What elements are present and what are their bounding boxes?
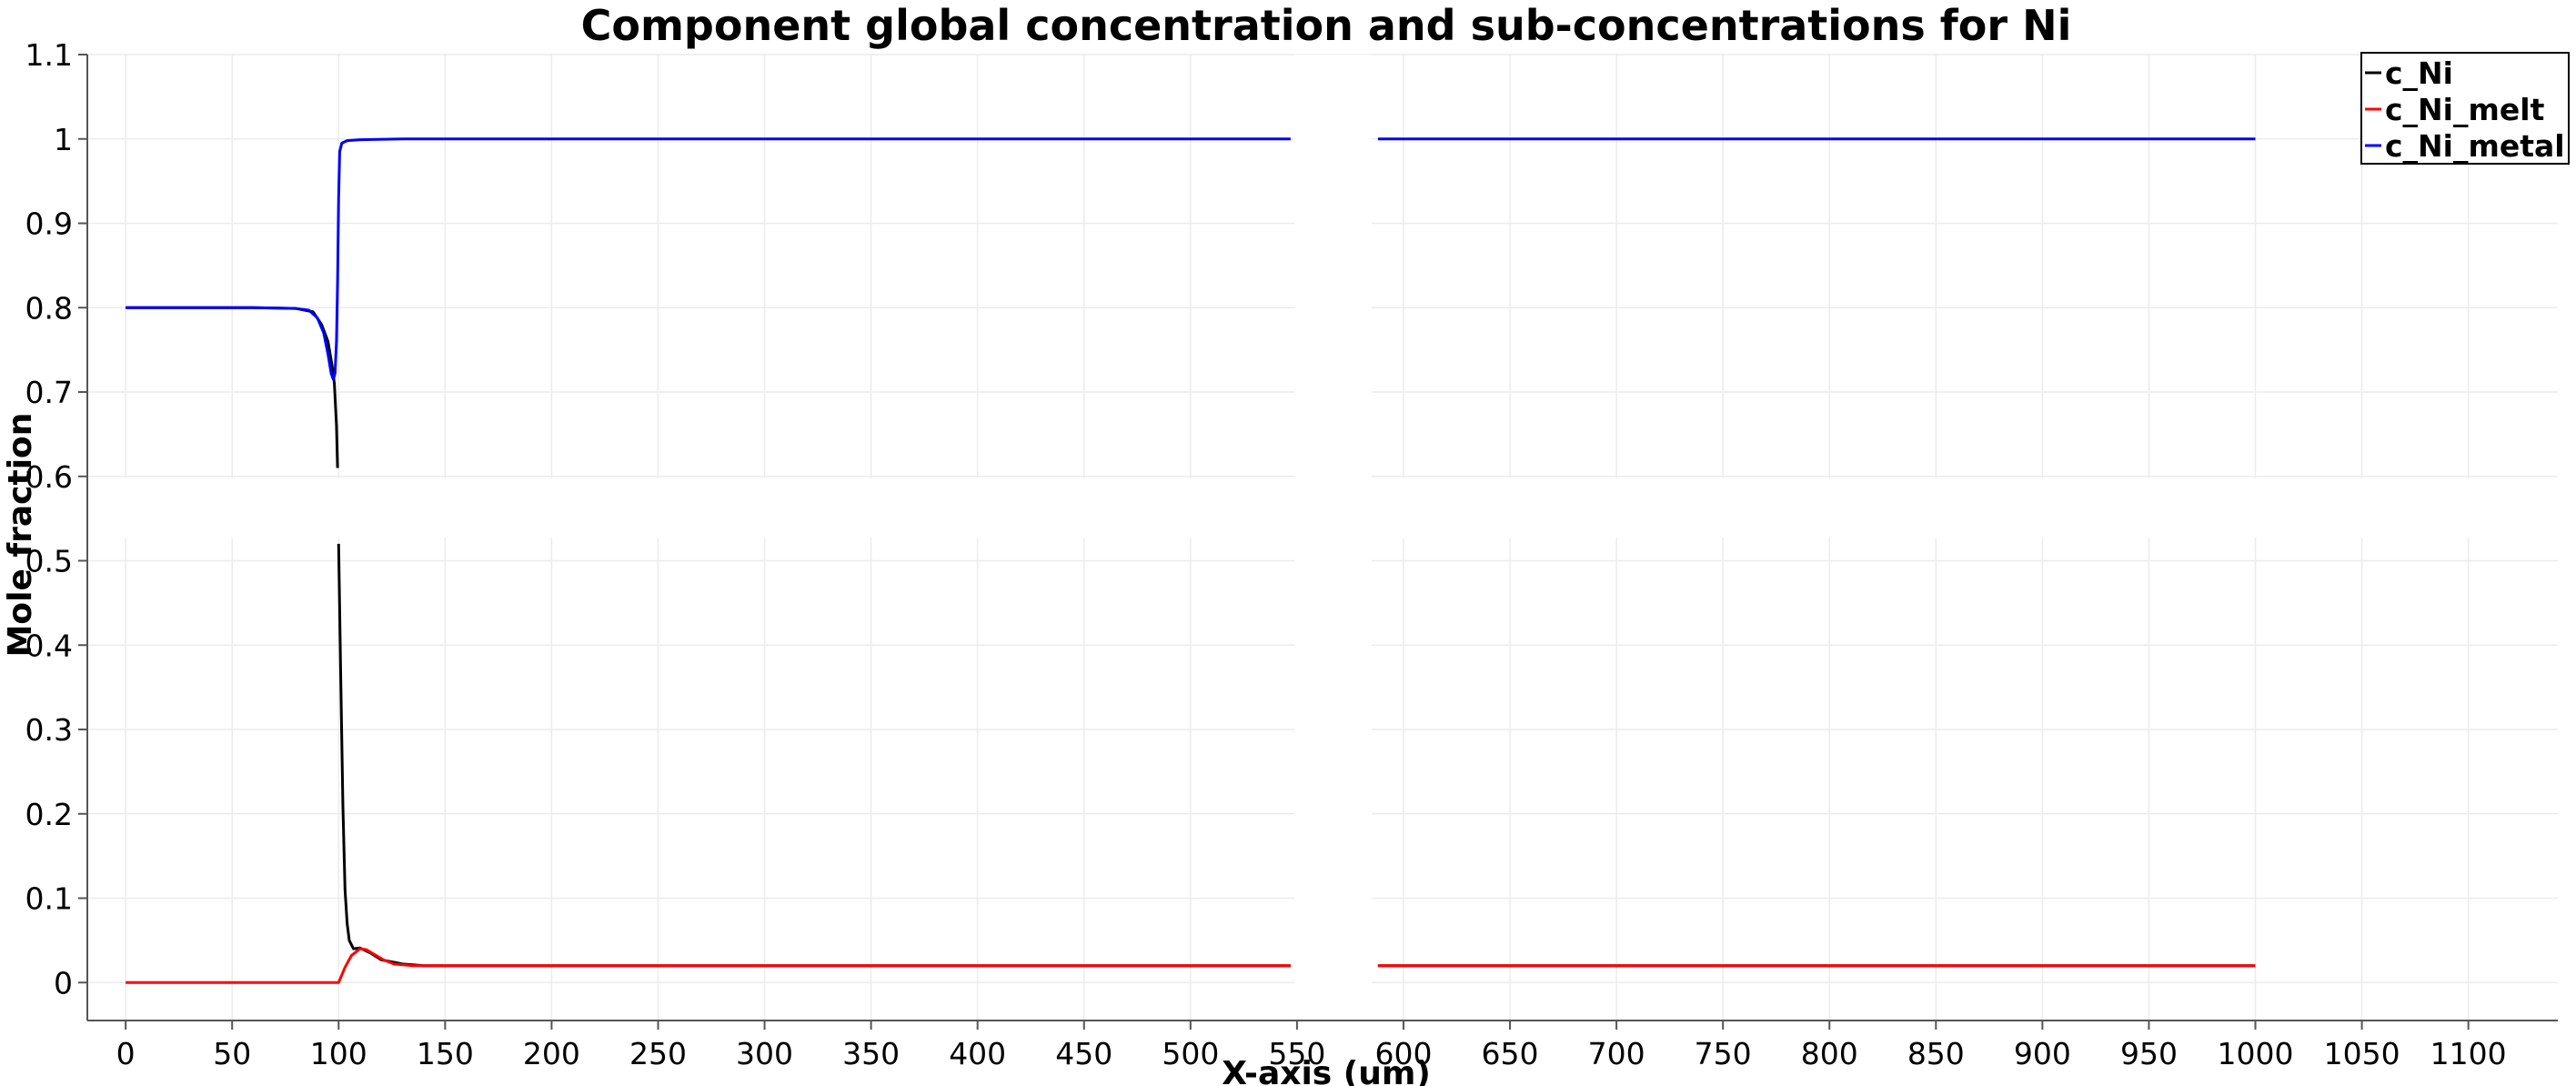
x-tick-label: 200 [523, 1036, 580, 1071]
x-tick-label: 50 [213, 1036, 251, 1071]
y-tick-label: 0.6 [25, 459, 73, 495]
axes [78, 54, 2558, 1030]
y-tick-label: 0.3 [25, 712, 73, 748]
y-tick-label: 0.8 [25, 290, 73, 326]
legend-label: c_Ni [2385, 55, 2453, 91]
y-tick-label: 0.2 [25, 797, 73, 832]
legend-box [2360, 52, 2570, 165]
x-tick-label: 1000 [2218, 1036, 2294, 1071]
legend-label: c_Ni_metal [2385, 128, 2565, 164]
y-tick-label: 0 [54, 965, 73, 1001]
x-tick-label: 750 [1695, 1036, 1752, 1071]
chart-title: Component global concentration and sub-c… [581, 1, 2072, 50]
x-tick-label: 900 [2014, 1036, 2071, 1071]
x-tick-label: 850 [1907, 1036, 1965, 1071]
y-tick-label: 0.7 [25, 375, 73, 410]
y-tick-label: 0.4 [25, 628, 73, 663]
series-line-c_Ni_metal [126, 137, 1291, 381]
series-line-c_Ni_melt [126, 947, 1291, 984]
y-tick-label: 1 [54, 122, 73, 157]
x-tick-label: 700 [1588, 1036, 1645, 1071]
y-tick-label: 1.1 [25, 37, 73, 73]
x-tick-label: 400 [949, 1036, 1006, 1071]
vertical-gap [1294, 55, 1372, 1020]
x-tick-label: 950 [2120, 1036, 2178, 1071]
rendering-gaps [89, 55, 2558, 1020]
x-tick-label: 100 [310, 1036, 367, 1071]
x-tick-label: 650 [1482, 1036, 1539, 1071]
x-tick-label: 0 [116, 1036, 136, 1071]
x-tick-label: 250 [629, 1036, 687, 1071]
x-axis-label: X-axis (um) [1222, 1055, 1431, 1086]
x-tick-label: 450 [1055, 1036, 1112, 1071]
tick-labels: 0 50 100 150 200 250 300 350 400 450 500 550 600 650 7… [25, 37, 2507, 1071]
y-axis-label: Mole fraction [2, 413, 39, 658]
x-tick-label: 500 [1162, 1036, 1219, 1071]
legend-label: c_Ni_melt [2385, 92, 2545, 127]
x-tick-label: 350 [842, 1036, 900, 1071]
series-lines [126, 137, 2256, 984]
x-tick-label: 1050 [2324, 1036, 2400, 1071]
y-tick-label: 0.1 [25, 881, 73, 917]
y-tick-label: 0.9 [25, 206, 73, 242]
x-tick-label: 1100 [2430, 1036, 2507, 1071]
x-tick-label: 550 [1268, 1036, 1325, 1071]
series-line-c_Ni [337, 543, 1291, 968]
x-tick-label: 300 [736, 1036, 793, 1071]
x-tick-label: 800 [1801, 1036, 1858, 1071]
x-tick-label: 600 [1374, 1036, 1432, 1071]
x-tick-label: 150 [417, 1036, 474, 1071]
y-tick-label: 0.5 [25, 544, 73, 579]
